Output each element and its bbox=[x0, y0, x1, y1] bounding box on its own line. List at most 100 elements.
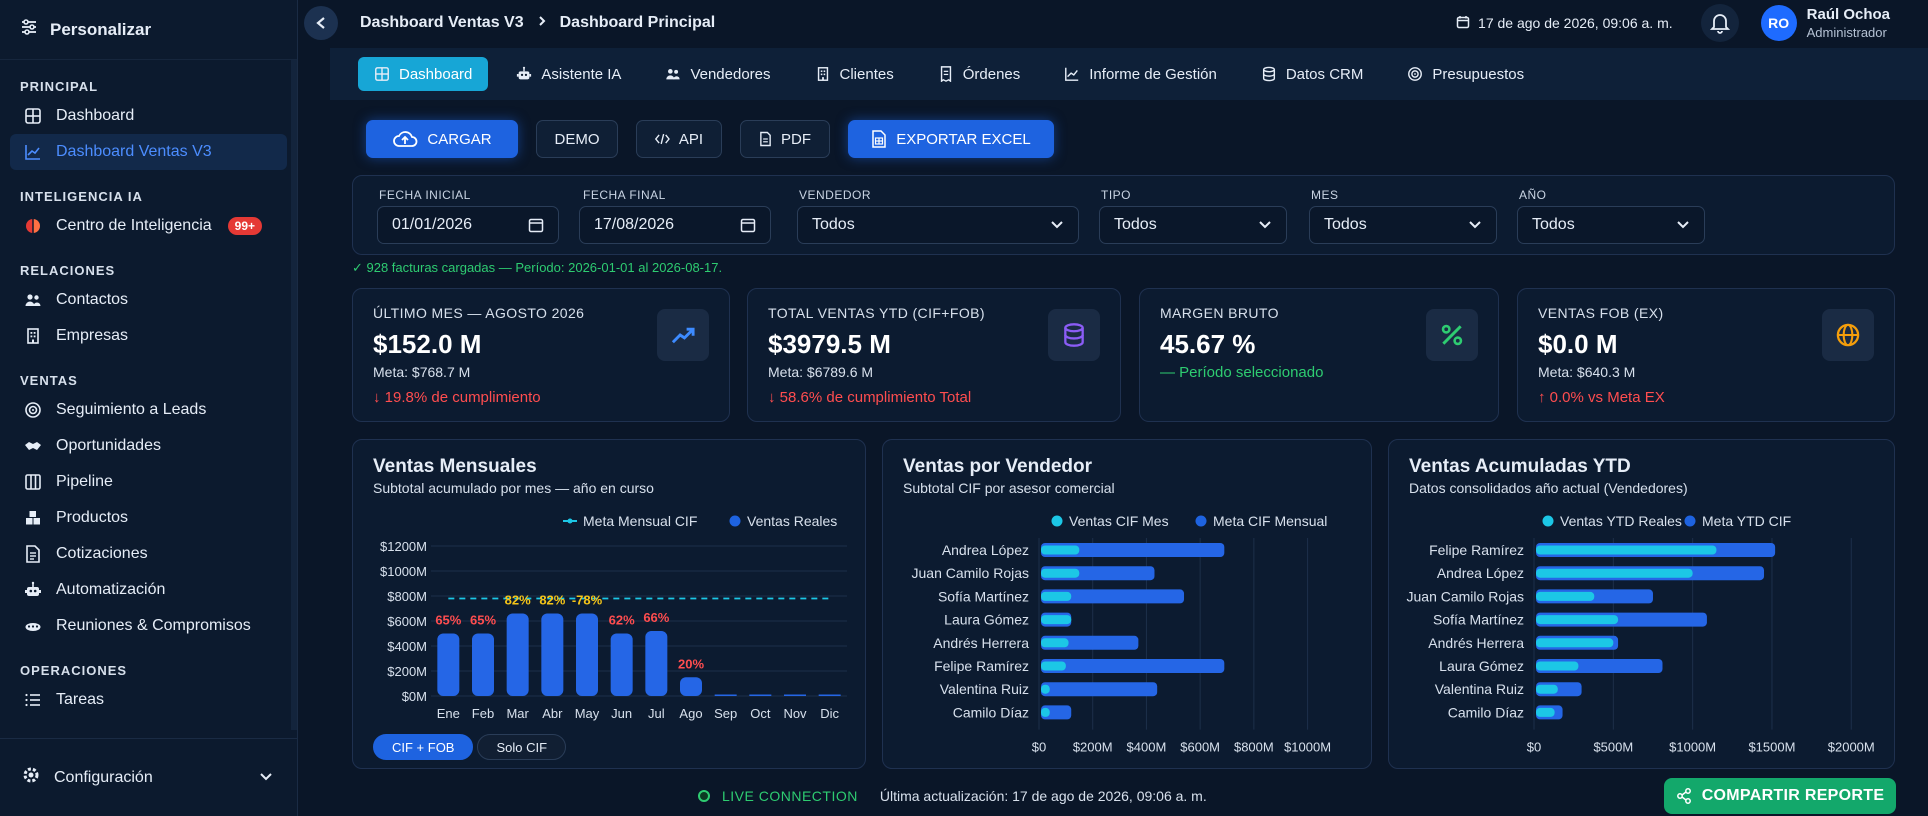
x-tick-label: $200M bbox=[1073, 740, 1113, 755]
notification-badge: 99+ bbox=[227, 217, 263, 235]
sidebar-item-tareas[interactable]: Tareas bbox=[10, 682, 287, 718]
bar-primary[interactable] bbox=[1536, 638, 1614, 648]
sidebar-item-seguimiento-a-leads[interactable]: Seguimiento a Leads bbox=[10, 392, 287, 428]
sidebar-item-dashboard-ventas-v3[interactable]: Dashboard Ventas V3 bbox=[10, 134, 287, 170]
bar-primary[interactable] bbox=[1536, 684, 1558, 694]
x-tick-label: $600M bbox=[1180, 740, 1220, 755]
year-select[interactable]: Todos bbox=[1517, 206, 1705, 244]
tab-presupuestos[interactable]: Presupuestos bbox=[1391, 57, 1540, 91]
sidebar-item-pipeline[interactable]: Pipeline bbox=[10, 464, 287, 500]
sidebar-item-label: Dashboard bbox=[56, 107, 135, 124]
share-report-button[interactable]: COMPARTIR REPORTE bbox=[1664, 778, 1896, 814]
y-category-label: Sofía Martínez bbox=[1433, 612, 1524, 628]
export-excel-button[interactable]: EXPORTAR EXCEL bbox=[848, 120, 1054, 158]
bar-primary[interactable] bbox=[1041, 545, 1080, 555]
month-select[interactable]: Todos bbox=[1309, 206, 1497, 244]
settings-button[interactable]: Configuración bbox=[0, 738, 297, 816]
tab--rdenes[interactable]: Órdenes bbox=[922, 57, 1037, 91]
end-date-input[interactable]: 17/08/2026 bbox=[579, 206, 771, 244]
y-category-label: Juan Camilo Rojas bbox=[912, 565, 1030, 581]
bar-primary[interactable] bbox=[1041, 684, 1050, 694]
bar-primary[interactable] bbox=[1536, 707, 1555, 717]
user-name: Raúl Ochoa bbox=[1806, 6, 1890, 23]
bar-primary[interactable] bbox=[1536, 661, 1579, 671]
kpi-value: $0.0 M bbox=[1538, 329, 1618, 359]
bar-ventas-reales[interactable] bbox=[784, 694, 806, 697]
y-tick-label: $600M bbox=[387, 614, 427, 629]
type-select[interactable]: Todos bbox=[1099, 206, 1287, 244]
sliders-icon bbox=[20, 18, 38, 41]
bar-primary[interactable] bbox=[1536, 591, 1595, 601]
bar-secondary[interactable] bbox=[1041, 659, 1225, 673]
bar-secondary[interactable] bbox=[1041, 589, 1185, 604]
current-date: 17 de ago de 2026, 09:06 a. m. bbox=[1456, 15, 1673, 32]
start-date-input[interactable]: 01/01/2026 bbox=[377, 206, 559, 244]
sidebar-item-empresas[interactable]: Empresas bbox=[10, 318, 287, 354]
cif-only-toggle[interactable]: Solo CIF bbox=[477, 734, 567, 760]
bar-ventas-reales[interactable] bbox=[576, 613, 598, 697]
demo-button[interactable]: DEMO bbox=[536, 120, 618, 158]
bar-primary[interactable] bbox=[1536, 568, 1693, 578]
monthly-legend: Meta Mensual CIF Ventas Reales bbox=[563, 513, 837, 529]
collapse-sidebar-button[interactable] bbox=[304, 6, 338, 40]
bar-data-label: 65% bbox=[435, 613, 461, 628]
live-label: LIVE CONNECTION bbox=[722, 788, 858, 804]
bar-primary[interactable] bbox=[1536, 615, 1619, 625]
tab-label: Datos CRM bbox=[1285, 65, 1364, 83]
bar-primary[interactable] bbox=[1536, 545, 1717, 555]
sidebar-item-contactos[interactable]: Contactos bbox=[10, 282, 287, 318]
tab-datos-crm[interactable]: Datos CRM bbox=[1245, 57, 1380, 91]
bar-secondary[interactable] bbox=[1041, 543, 1225, 557]
bar-ventas-reales[interactable] bbox=[749, 694, 772, 697]
sidebar-item-oportunidades[interactable]: Oportunidades bbox=[10, 428, 287, 464]
sidebar-item-centro-de-inteligencia[interactable]: Centro de Inteligencia 99+ bbox=[10, 208, 287, 244]
bar-primary[interactable] bbox=[1041, 661, 1066, 671]
breadcrumb-parent[interactable]: Dashboard Ventas V3 bbox=[360, 14, 524, 31]
bar-ventas-reales[interactable] bbox=[714, 694, 737, 697]
cif-fob-toggle[interactable]: CIF + FOB bbox=[373, 734, 474, 760]
y-category-label: Juan Camilo Rojas bbox=[1407, 588, 1525, 604]
bar-primary[interactable] bbox=[1041, 638, 1069, 648]
user-menu[interactable]: RO Raúl Ochoa Administrador bbox=[1760, 5, 1890, 41]
kpi-title: VENTAS FOB (EX) bbox=[1538, 305, 1664, 321]
year-value: Todos bbox=[1532, 216, 1575, 233]
bar-ventas-reales[interactable] bbox=[818, 694, 841, 697]
bar-primary[interactable] bbox=[1041, 568, 1080, 578]
customize-button[interactable]: Personalizar bbox=[0, 0, 297, 60]
tab-informe-de-gesti-n[interactable]: Informe de Gestión bbox=[1048, 57, 1233, 91]
sidebar-item-productos[interactable]: Productos bbox=[10, 500, 287, 536]
sidebar-item-cotizaciones[interactable]: Cotizaciones bbox=[10, 536, 287, 572]
bar-ventas-reales[interactable] bbox=[472, 633, 494, 697]
sidebar-item-dashboard[interactable]: Dashboard bbox=[10, 98, 287, 134]
upload-button[interactable]: CARGAR bbox=[366, 120, 518, 158]
bar-ventas-reales[interactable] bbox=[610, 633, 633, 697]
breadcrumb: Dashboard Ventas V3 Dashboard Principal bbox=[360, 14, 715, 32]
bar-secondary[interactable] bbox=[1041, 682, 1158, 697]
chevron-down-icon bbox=[1259, 221, 1271, 229]
tab-clientes[interactable]: Clientes bbox=[799, 57, 910, 91]
calendar-icon bbox=[740, 218, 756, 233]
x-tick-label: Feb bbox=[472, 706, 494, 721]
bar-primary[interactable] bbox=[1041, 591, 1072, 601]
bar-primary[interactable] bbox=[1041, 615, 1072, 625]
api-button[interactable]: API bbox=[636, 120, 722, 158]
tab-dashboard[interactable]: Dashboard bbox=[358, 57, 489, 91]
bar-primary[interactable] bbox=[1041, 707, 1050, 717]
tab-asistente-ia[interactable]: Asistente IA bbox=[500, 57, 637, 91]
chevron-right-icon bbox=[538, 14, 546, 32]
notifications-button[interactable] bbox=[1700, 4, 1739, 42]
bar-ventas-reales[interactable] bbox=[541, 613, 564, 697]
bar-secondary[interactable] bbox=[1041, 705, 1072, 720]
bar-ventas-reales[interactable] bbox=[437, 633, 460, 697]
pdf-button[interactable]: PDF bbox=[740, 120, 830, 158]
seller-select[interactable]: Todos bbox=[797, 206, 1079, 244]
y-category-label: Laura Gómez bbox=[944, 612, 1029, 628]
tab-vendedores[interactable]: Vendedores bbox=[649, 57, 786, 91]
sidebar-item-automatizaci-n[interactable]: Automatización bbox=[10, 572, 287, 608]
sidebar-scrollbar[interactable] bbox=[291, 60, 297, 730]
bar-ventas-reales[interactable] bbox=[506, 613, 529, 697]
bar-ventas-reales[interactable] bbox=[680, 677, 702, 696]
bar-ventas-reales[interactable] bbox=[645, 631, 668, 696]
sidebar-item-reuniones-compromisos[interactable]: Reuniones & Compromisos bbox=[10, 608, 287, 644]
kpi-value: $152.0 M bbox=[373, 329, 482, 359]
